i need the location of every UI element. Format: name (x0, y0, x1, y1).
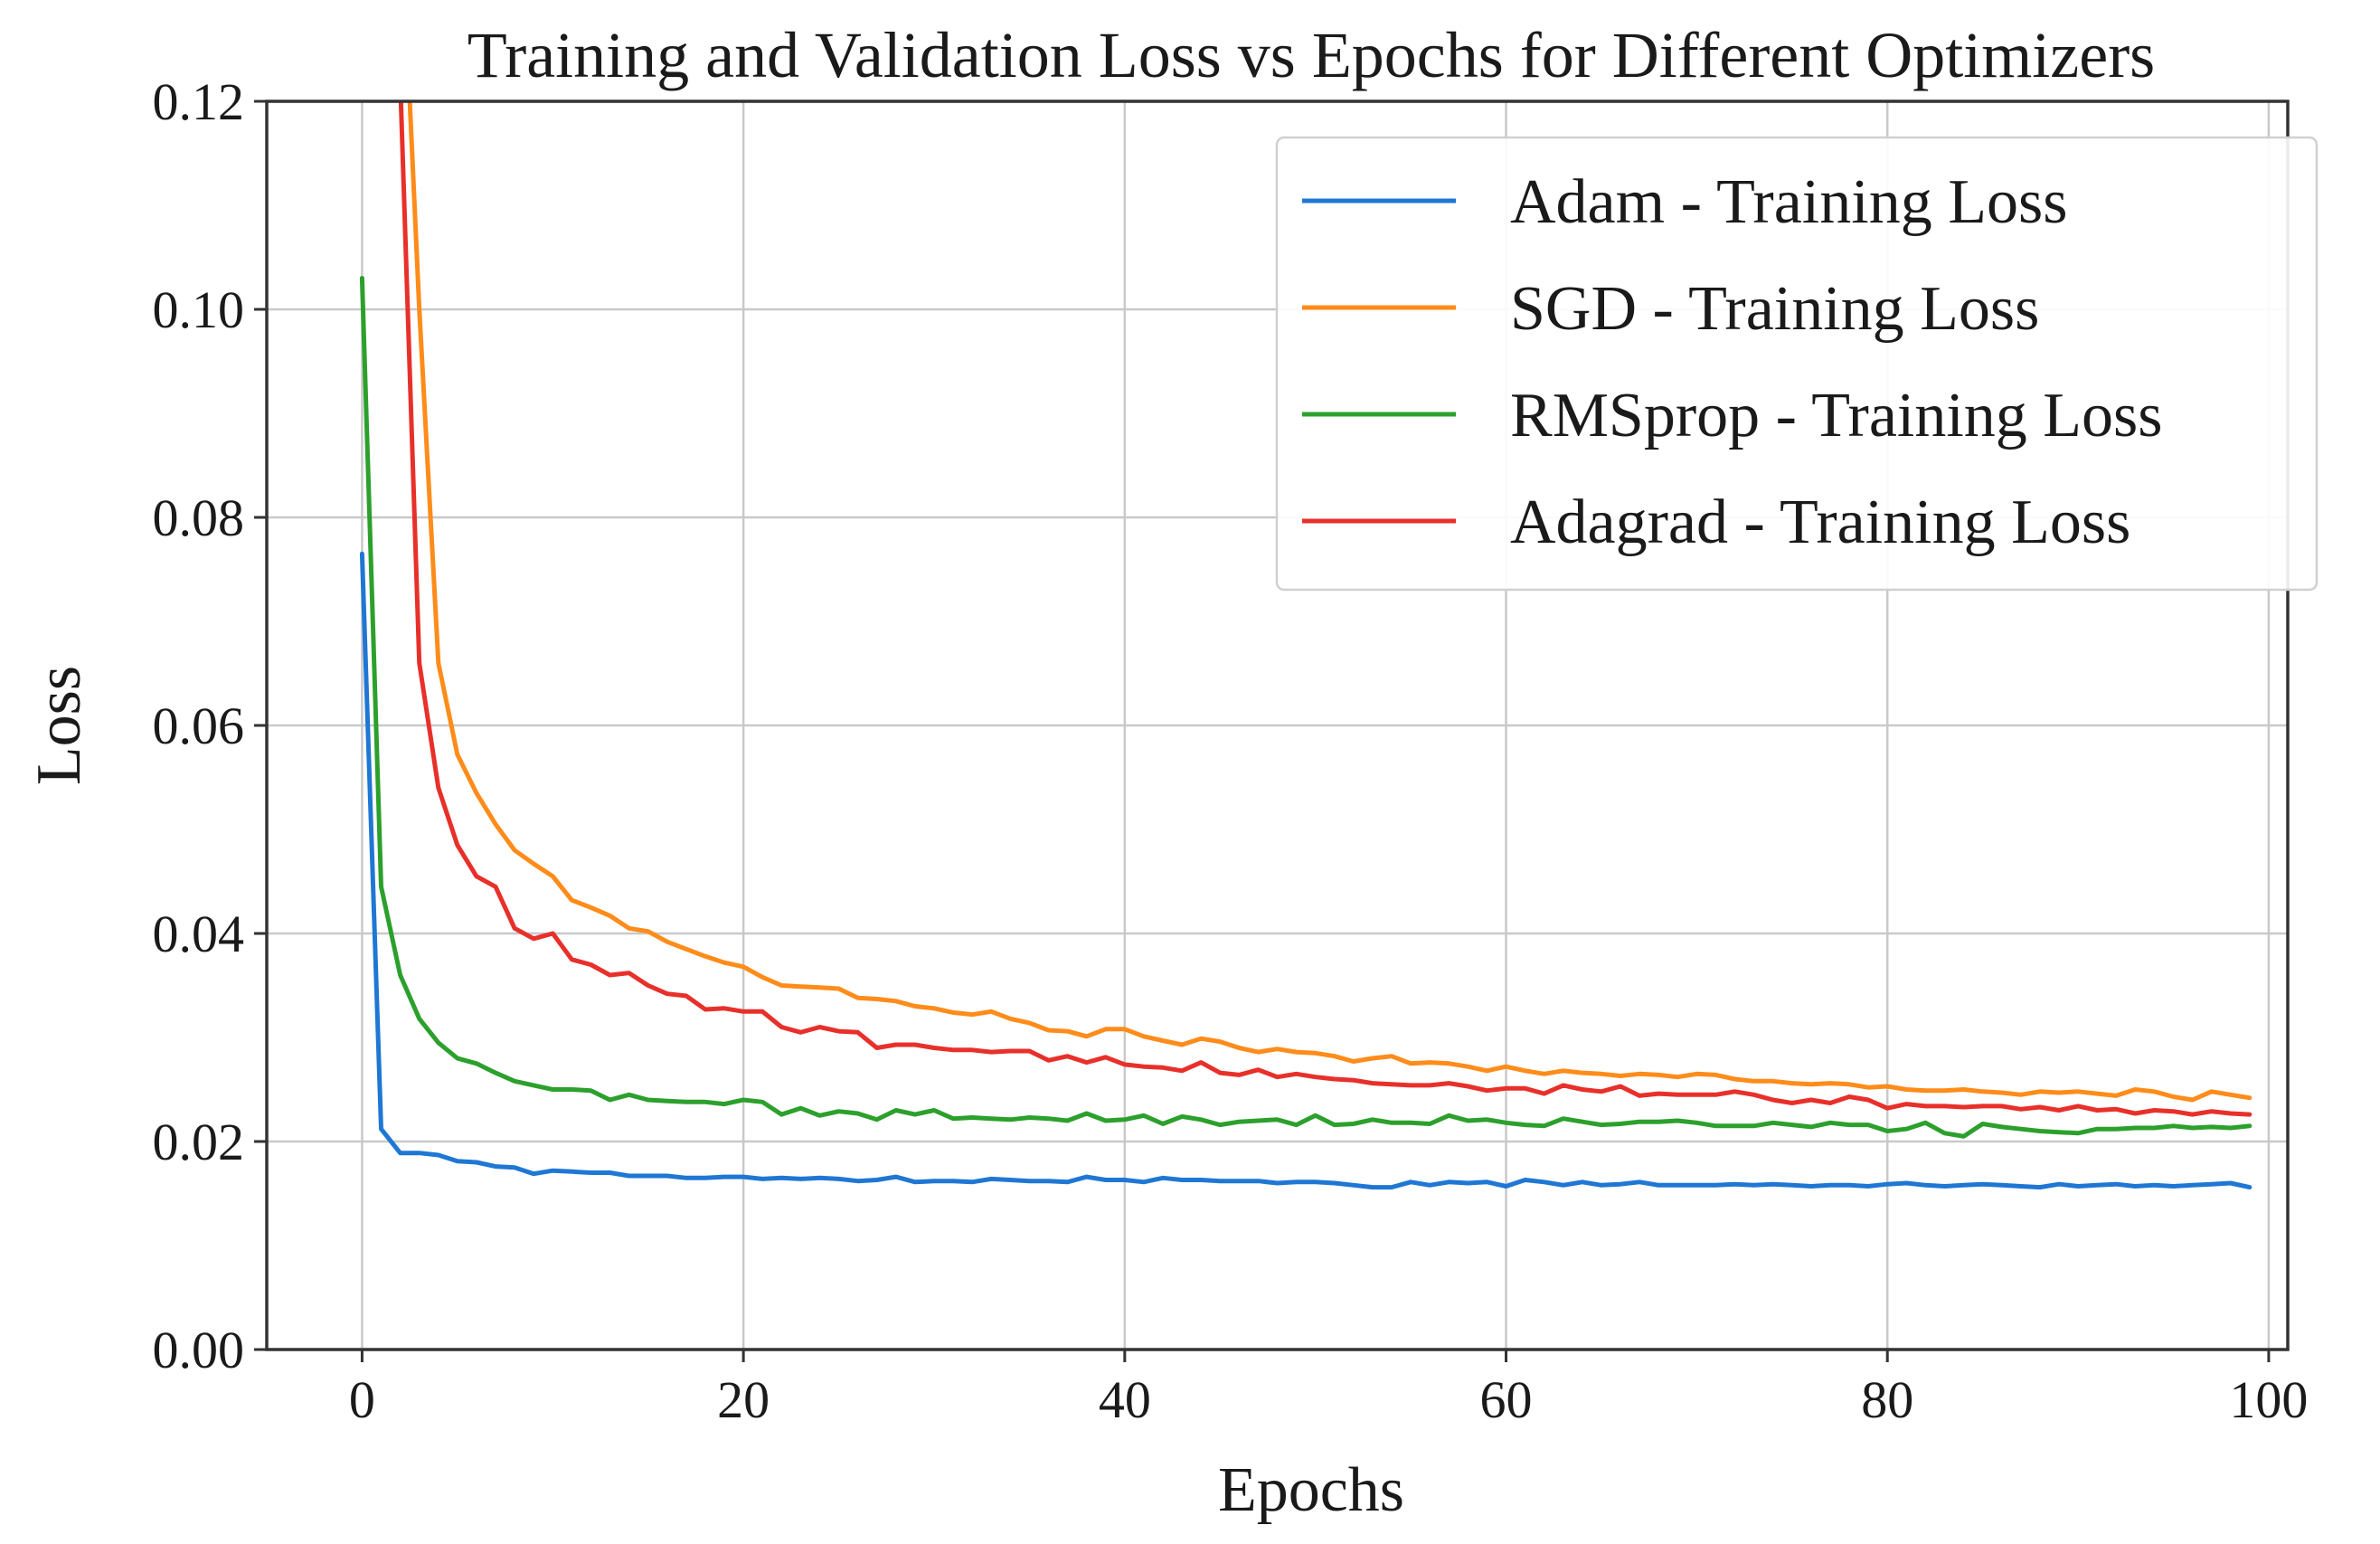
adam-legend-label: Adam - Training Loss (1510, 167, 2067, 237)
x-tick-label: 100 (2229, 1370, 2308, 1429)
x-axis-label: Epochs (1218, 1455, 1404, 1525)
y-tick-label: 0.02 (153, 1113, 245, 1171)
legend: Adam - Training Loss SGD - Training Loss R… (1275, 136, 2319, 592)
adagrad-legend-label: Adagrad - Training Loss (1510, 488, 2130, 557)
chart-title: Training and Validation Loss vs Epochs f… (468, 19, 2155, 91)
sgd-training-loss-line (407, 101, 2252, 1103)
y-tick-label: 0.12 (153, 72, 245, 131)
y-axis-label: Loss (24, 666, 94, 785)
y-tick-label: 0.00 (153, 1321, 245, 1379)
x-tick-label: 0 (349, 1370, 375, 1429)
y-tick-label: 0.08 (153, 488, 245, 547)
y-tick-label: 0.10 (153, 280, 245, 339)
y-tick-label: 0.06 (153, 696, 245, 755)
adagrad-training-loss-line (398, 101, 2252, 1117)
rmsprop-training-loss-line (359, 276, 2252, 1139)
x-tick-label: 20 (717, 1370, 770, 1429)
x-tick-label: 60 (1480, 1370, 1533, 1429)
adam-training-loss-line (359, 551, 2252, 1190)
rmsprop-legend-label: RMSprop - Training Loss (1510, 381, 2163, 450)
x-tick-label: 40 (1099, 1370, 1151, 1429)
legend-box (1275, 136, 2319, 592)
sgd-legend-label: SGD - Training Loss (1510, 274, 2039, 344)
series-group (359, 101, 2252, 1190)
ticks: 0 20 40 60 80 100 0.00 0.02 0.04 0.06 0.08 0.10 0.12 (153, 72, 2309, 1429)
y-tick-label: 0.04 (153, 905, 245, 963)
x-tick-label: 80 (1861, 1370, 1913, 1429)
